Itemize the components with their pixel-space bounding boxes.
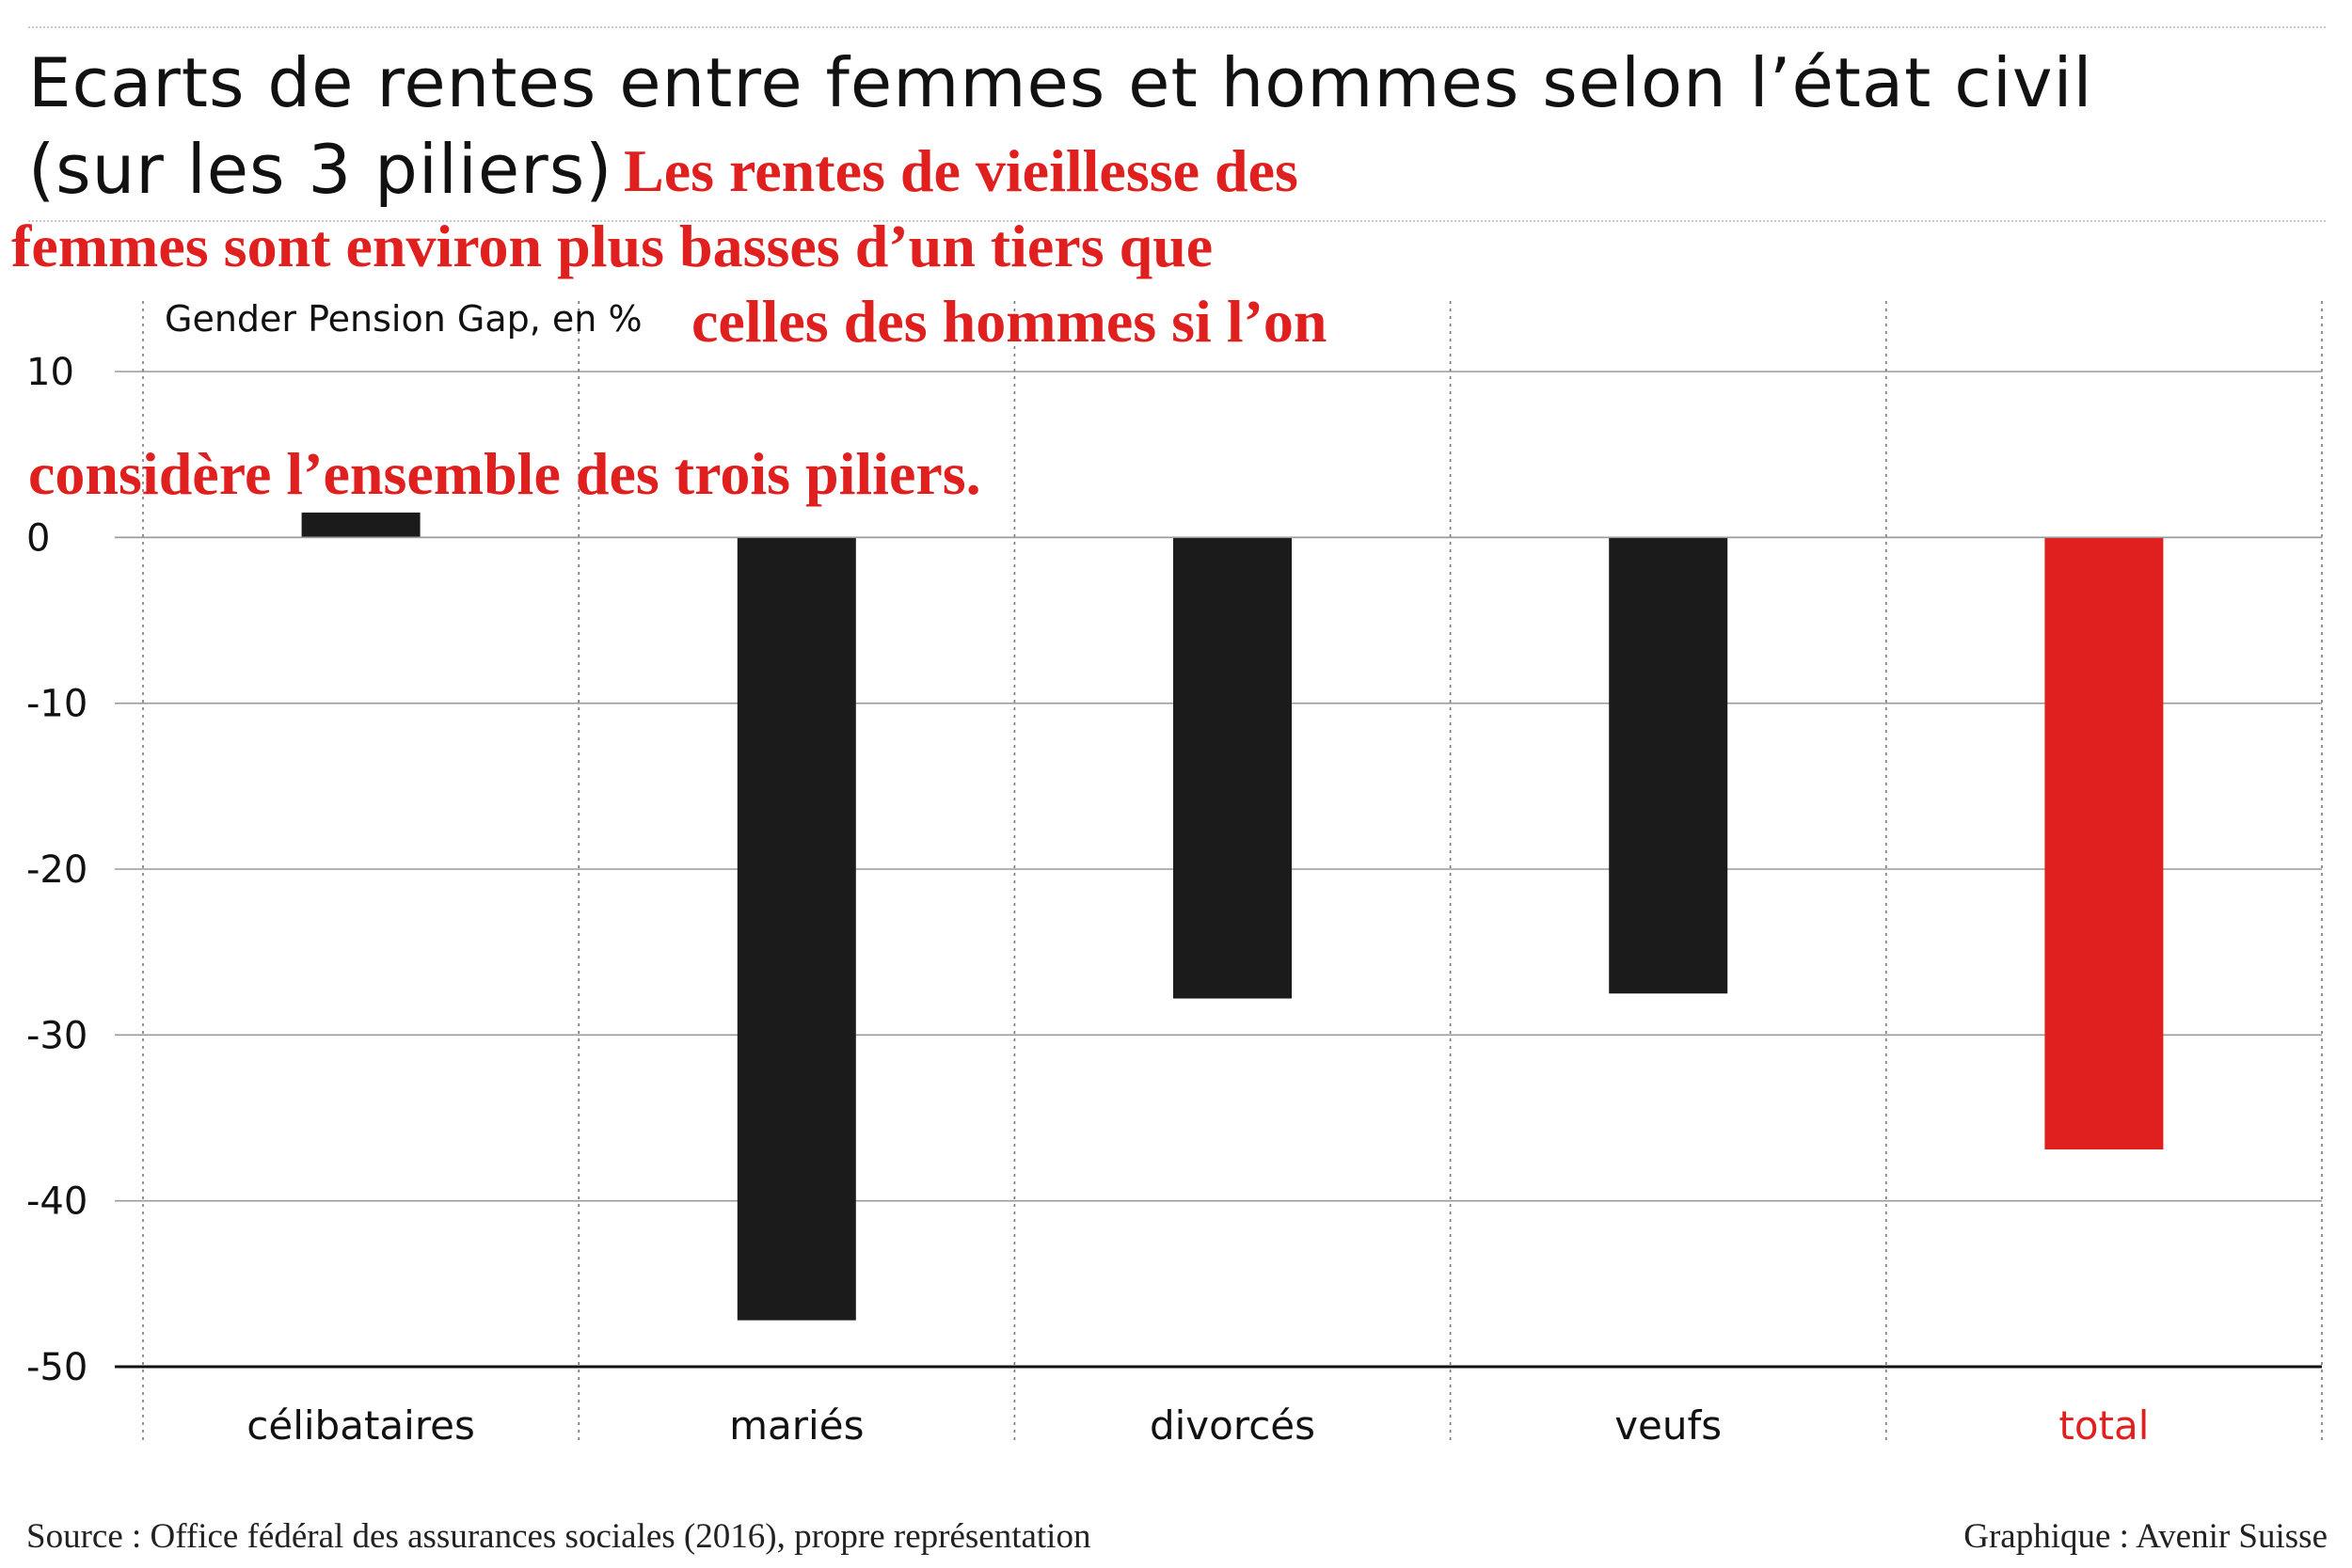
- y-tick-label: -50: [26, 1346, 87, 1389]
- top-divider: [28, 26, 2326, 28]
- annotation-line-3: celles des hommes si l’on: [691, 288, 1327, 355]
- x-tick-label: veufs: [1614, 1402, 1722, 1449]
- graphic-credit: Graphique : Avenir Suisse: [1963, 1517, 2328, 1556]
- bar-1: [737, 537, 856, 1321]
- y-tick-label: -10: [26, 683, 87, 726]
- y-tick-label: 10: [26, 351, 74, 394]
- y-tick-label: 0: [26, 516, 50, 560]
- x-tick-label: total: [2058, 1402, 2149, 1449]
- bar-0: [301, 512, 421, 538]
- annotation-line-4: considère l’ensemble des trois piliers.: [28, 440, 981, 507]
- annotation-line-2: femmes sont environ plus basses d’un tie…: [11, 213, 1214, 279]
- chart-title-line2: (sur les 3 piliers): [28, 130, 613, 209]
- x-tick-label: mariés: [729, 1402, 864, 1449]
- chart-title: Ecarts de rentes entre femmes et hommes …: [28, 40, 2092, 213]
- y-axis-label: Gender Pension Gap, en %: [165, 298, 643, 340]
- bar-3: [1609, 537, 1728, 994]
- y-tick-label: -30: [26, 1014, 87, 1057]
- source-note: Source : Office fédéral des assurances s…: [26, 1517, 1091, 1556]
- y-tick-label: -20: [26, 848, 87, 892]
- bar-2: [1173, 537, 1292, 999]
- bar-4: [2044, 537, 2164, 1150]
- annotation-line-1: Les rentes de vieillesse des: [624, 137, 1298, 204]
- x-tick-label: célibataires: [246, 1402, 475, 1449]
- x-tick-label: divorcés: [1150, 1402, 1315, 1449]
- y-tick-label: -40: [26, 1180, 87, 1224]
- chart-title-line1: Ecarts de rentes entre femmes et hommes …: [28, 43, 2093, 122]
- title-divider: [28, 220, 2326, 222]
